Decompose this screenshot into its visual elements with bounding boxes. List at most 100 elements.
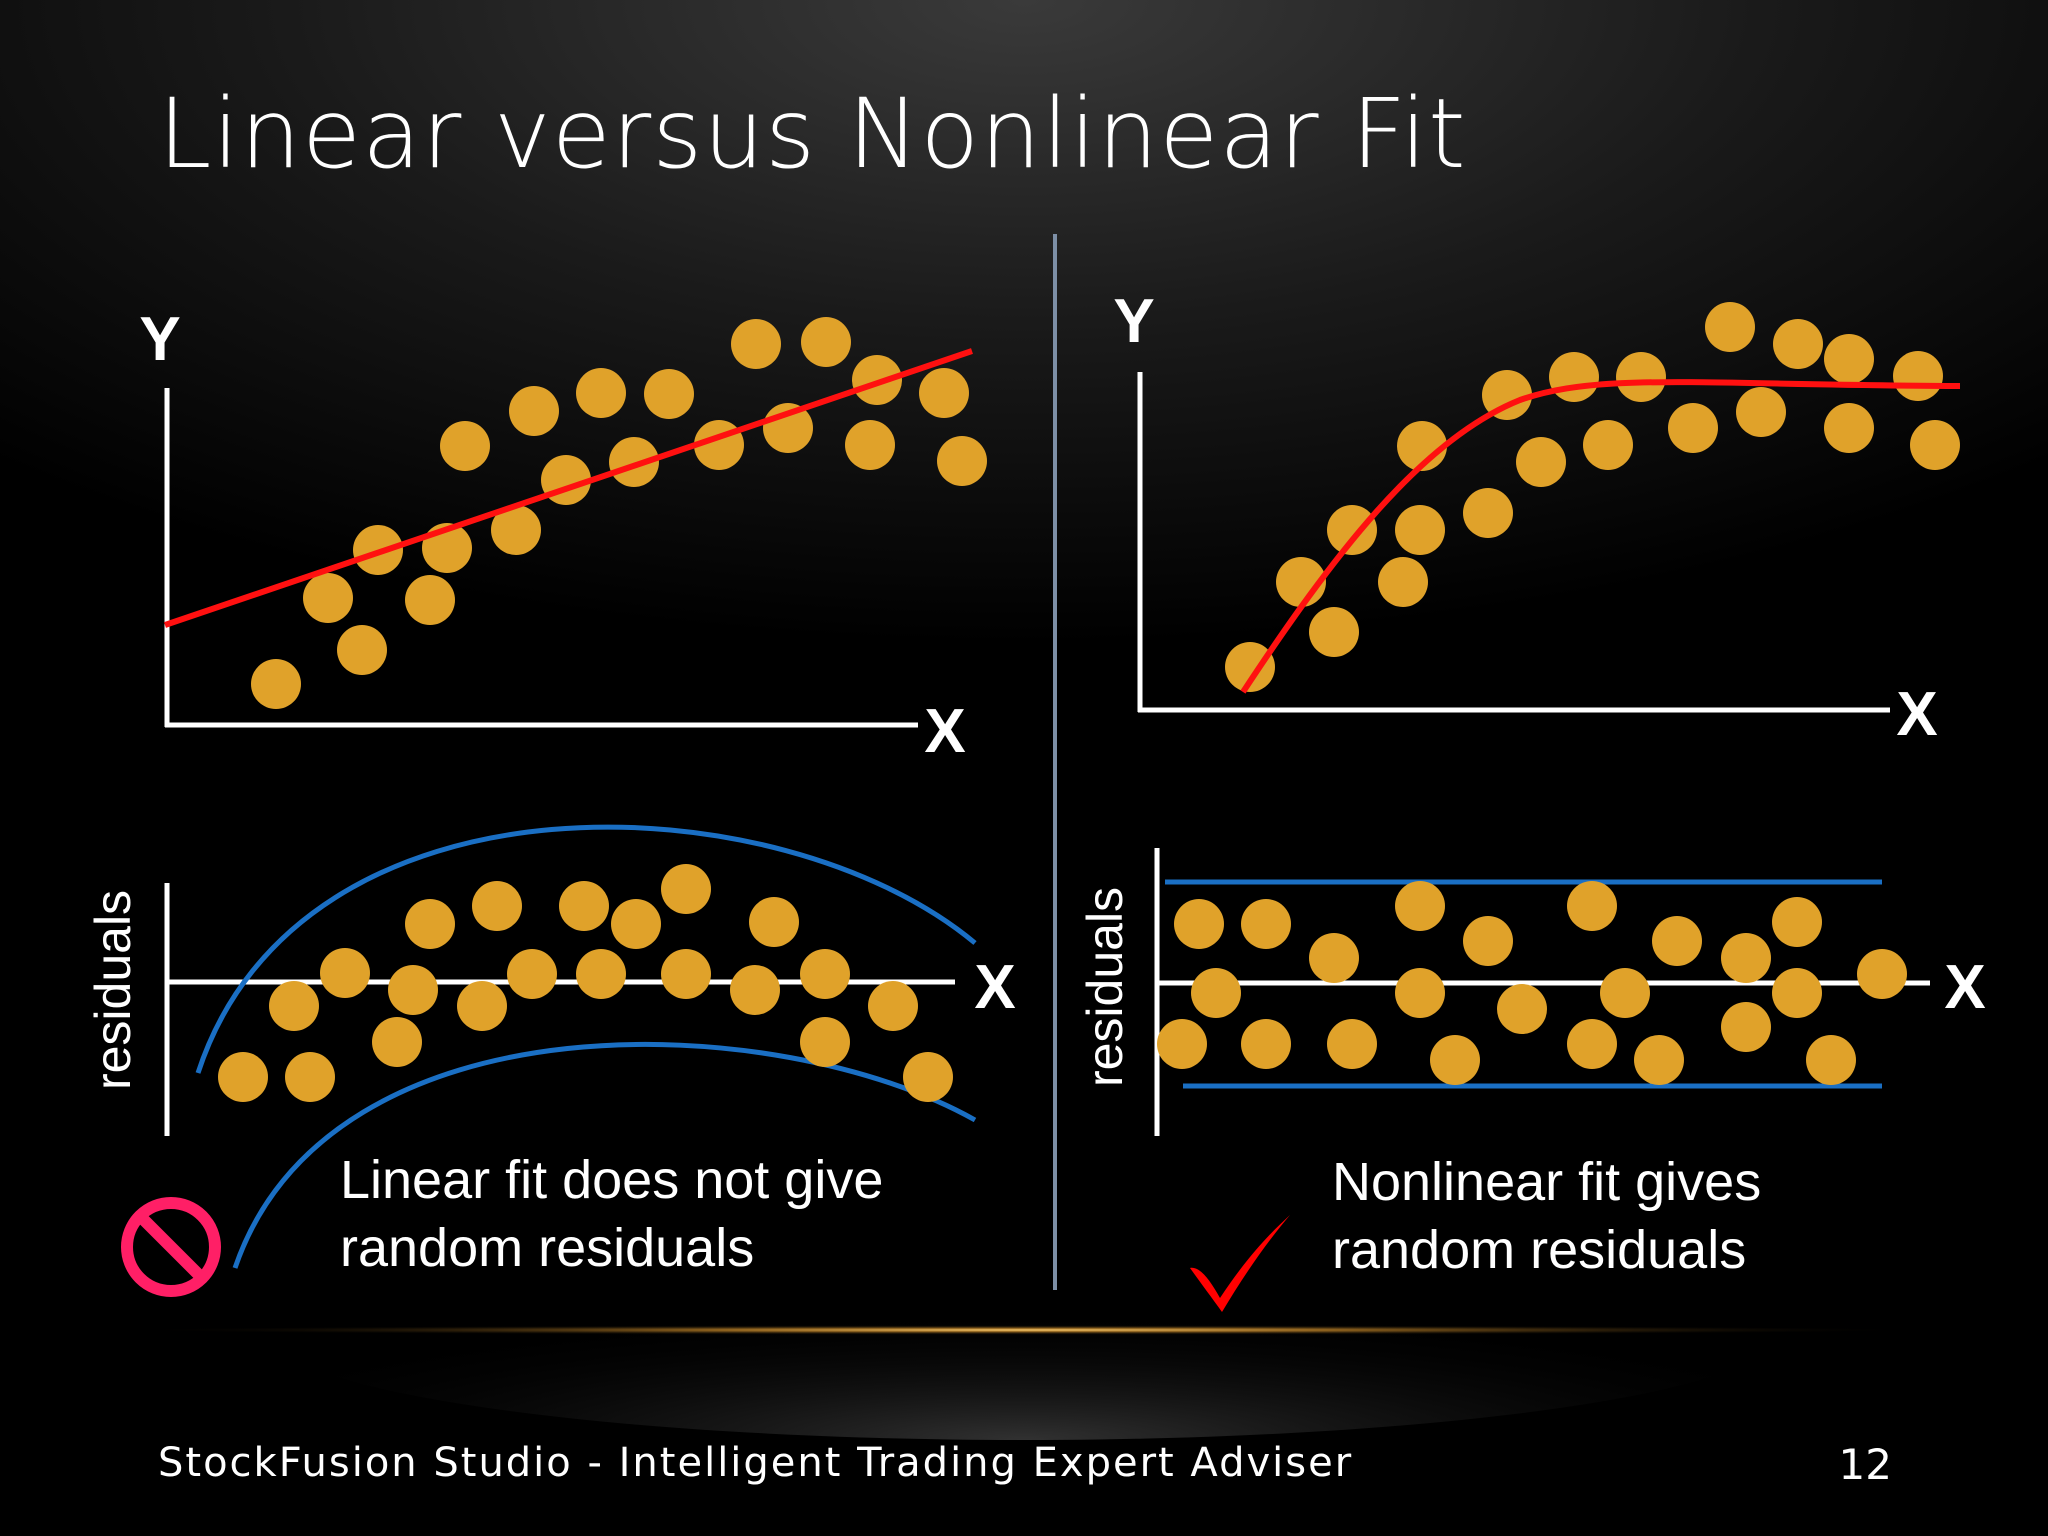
data-point <box>1225 642 1275 692</box>
data-point <box>730 965 780 1015</box>
data-point <box>1634 1035 1684 1085</box>
nonlinear-caption-line1: Nonlinear fit gives <box>1332 1152 1761 1212</box>
data-point <box>509 386 559 436</box>
data-point <box>1482 370 1532 420</box>
data-point <box>845 420 895 470</box>
linear-data-points <box>251 317 987 709</box>
data-point <box>1241 1019 1291 1069</box>
nonlinear-y-label: Y <box>1113 287 1154 356</box>
data-point <box>1327 505 1377 555</box>
data-point <box>405 575 455 625</box>
data-point <box>1721 1002 1771 1052</box>
page-number: 12 <box>1838 1440 1892 1489</box>
data-point <box>1736 387 1786 437</box>
data-point <box>644 369 694 419</box>
data-point <box>800 1017 850 1067</box>
data-point <box>269 981 319 1031</box>
data-point <box>372 1017 422 1067</box>
check-icon <box>1190 1215 1290 1312</box>
data-point <box>1567 881 1617 931</box>
footer-text: StockFusion Studio - Intelligent Trading… <box>158 1440 1354 1486</box>
data-point <box>1773 319 1823 369</box>
data-point <box>609 437 659 487</box>
linear-residuals-plot: residuals X <box>85 824 1016 1269</box>
data-point <box>1857 949 1907 999</box>
data-point <box>919 368 969 418</box>
linear-upper-band <box>195 824 977 1074</box>
linear-residual-points <box>218 864 953 1102</box>
data-point <box>1652 916 1702 966</box>
linear-caption-line2: random residuals <box>340 1218 754 1278</box>
nonlinear-x-label: X <box>1896 680 1937 749</box>
nonlinear-residuals-label: residuals <box>1077 887 1133 1087</box>
linear-fit-line <box>164 348 973 628</box>
data-point <box>868 981 918 1031</box>
data-point <box>491 505 541 555</box>
data-point <box>1395 505 1445 555</box>
linear-y-label: Y <box>139 305 180 374</box>
linear-residual-x-label: X <box>974 953 1015 1022</box>
data-point <box>576 949 626 999</box>
nonlinear-fit-plot: Y X <box>1113 287 1961 749</box>
data-point <box>1772 897 1822 947</box>
data-point <box>800 949 850 999</box>
data-point <box>337 625 387 675</box>
data-point <box>611 899 661 949</box>
data-point <box>1705 302 1755 352</box>
data-point <box>559 881 609 931</box>
nonlinear-caption-line2: random residuals <box>1332 1220 1746 1280</box>
data-point <box>1395 881 1445 931</box>
data-point <box>903 1052 953 1102</box>
data-point <box>1567 1019 1617 1069</box>
data-point <box>1583 420 1633 470</box>
data-point <box>388 965 438 1015</box>
data-point <box>1824 334 1874 384</box>
data-point <box>251 659 301 709</box>
data-point <box>405 899 455 949</box>
data-point <box>1378 557 1428 607</box>
data-point <box>320 948 370 998</box>
data-point <box>1463 488 1513 538</box>
data-point <box>1616 352 1666 402</box>
data-point <box>1241 899 1291 949</box>
nonlinear-data-points <box>1225 302 1960 692</box>
data-point <box>1327 1019 1377 1069</box>
data-point <box>1430 1035 1480 1085</box>
data-point <box>1549 352 1599 402</box>
data-point <box>472 881 522 931</box>
data-point <box>457 981 507 1031</box>
linear-fit-plot: Y X <box>139 305 987 766</box>
data-point <box>1463 916 1513 966</box>
slide-title: Linear versus Nonlinear Fit <box>158 78 1467 190</box>
data-point <box>661 949 711 999</box>
data-point <box>1157 1019 1207 1069</box>
data-point <box>731 319 781 369</box>
prohibited-icon <box>121 1197 221 1297</box>
data-point <box>440 421 490 471</box>
nonlinear-residuals-plot: residuals X <box>1077 848 1986 1136</box>
data-point <box>507 949 557 999</box>
data-point <box>1309 607 1359 657</box>
data-point <box>1893 351 1943 401</box>
data-point <box>1910 420 1960 470</box>
linear-residuals-label: residuals <box>85 890 141 1090</box>
nonlinear-fit-curve <box>1240 379 1961 694</box>
data-point <box>749 897 799 947</box>
linear-caption-line1: Linear fit does not give <box>340 1150 883 1210</box>
data-point <box>1772 968 1822 1018</box>
data-point <box>1191 968 1241 1018</box>
data-point <box>1721 933 1771 983</box>
data-point <box>1806 1035 1856 1085</box>
nonlinear-residual-points <box>1157 881 1907 1085</box>
data-point <box>1397 421 1447 471</box>
data-point <box>852 355 902 405</box>
data-point <box>303 573 353 623</box>
data-point <box>285 1052 335 1102</box>
data-point <box>218 1052 268 1102</box>
linear-x-label: X <box>924 697 965 766</box>
data-point <box>1309 933 1359 983</box>
data-point <box>937 436 987 486</box>
data-point <box>1516 437 1566 487</box>
